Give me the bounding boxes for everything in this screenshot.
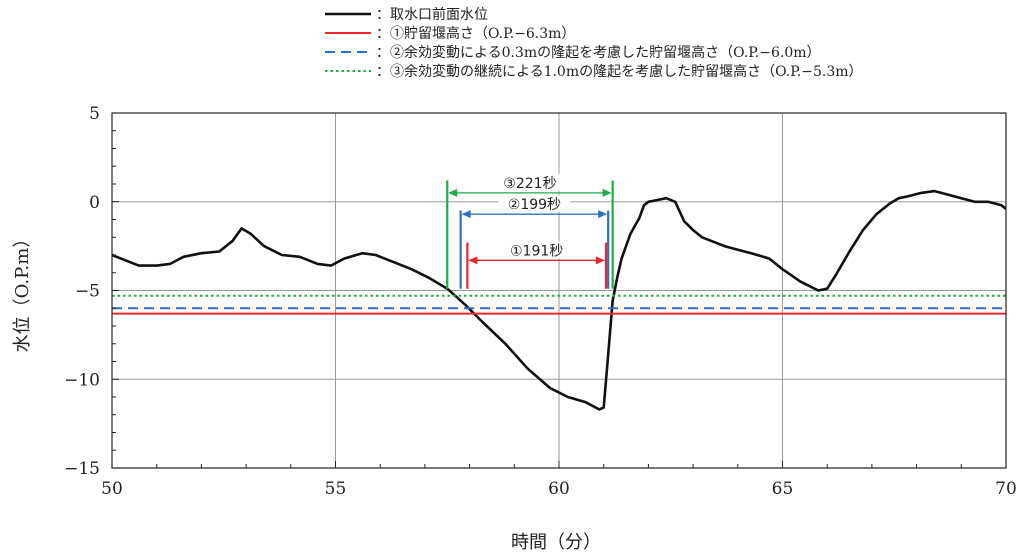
duration-annotation-1: ②199秒 <box>459 195 610 289</box>
annotation-label-bg <box>500 241 573 259</box>
legend-label-2: ：②余効変動による0.3mの隆起を考慮した貯留堰高さ（O.P.−6.0m） <box>376 44 821 61</box>
annotation-arrow-right <box>598 210 608 219</box>
x-tick-label: 55 <box>325 479 347 499</box>
duration-annotations: ③221秒 ②199秒 ①191秒 <box>446 173 614 289</box>
series-line-0 <box>111 189 1007 411</box>
y-tick-label: −10 <box>64 370 100 390</box>
annotation-label-bg <box>498 195 571 213</box>
y-tick-label: −15 <box>64 459 100 479</box>
y-tick-label: 0 <box>89 193 100 213</box>
duration-annotation-2: ①191秒 <box>466 241 608 289</box>
x-tick-label: 70 <box>995 479 1017 499</box>
duration-annotation-0: ③221秒 <box>446 173 614 289</box>
x-tick-label: 65 <box>772 479 794 499</box>
grid <box>112 113 1006 468</box>
annotation-label: ②199秒 <box>508 197 561 213</box>
annotation-arrow-left <box>461 210 471 219</box>
annotation-arrow-left <box>468 256 478 265</box>
x-tick-label: 60 <box>548 479 570 499</box>
legend: ：取水口前面水位 ：①貯留堰高さ（O.P.−6.3m） ：②余効変動による0.3mの… <box>325 6 863 80</box>
x-axis-title: 時間（分） <box>511 532 601 553</box>
annotation-arrow-left <box>448 188 458 197</box>
axes: 50 55 60 65 70 −15 −10 −5 0 5 <box>64 104 1017 499</box>
annotation-arrow-right <box>595 256 605 265</box>
plot-area <box>111 189 1007 411</box>
legend-label-1: ：①貯留堰高さ（O.P.−6.3m） <box>376 25 575 42</box>
y-tick-label: −5 <box>75 282 100 302</box>
annotation-label: ①191秒 <box>510 243 563 259</box>
y-tick-label: 5 <box>89 104 100 124</box>
x-tick-label: 50 <box>101 479 123 499</box>
legend-label-3: ：③余効変動の継続による1.0mの隆起を考慮した貯留堰高さ（O.P.−5.3m） <box>376 63 863 80</box>
legend-label-0: ：取水口前面水位 <box>376 6 488 23</box>
annotation-label: ③221秒 <box>503 176 556 192</box>
annotation-label-bg <box>493 173 566 191</box>
annotation-arrow-right <box>602 188 612 197</box>
y-axis-title: 水位（O.P.m） <box>12 230 33 353</box>
